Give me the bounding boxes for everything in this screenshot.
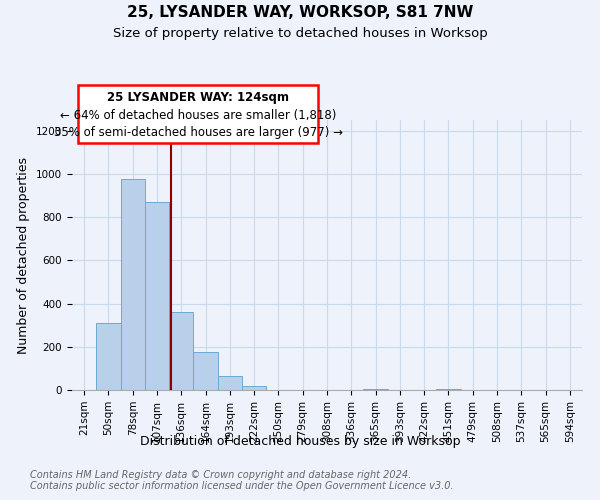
Bar xyxy=(193,352,218,390)
Bar xyxy=(242,386,266,390)
Bar xyxy=(96,323,121,390)
Bar xyxy=(218,376,242,390)
Text: ← 64% of detached houses are smaller (1,818): ← 64% of detached houses are smaller (1,… xyxy=(60,109,336,122)
Text: Size of property relative to detached houses in Worksop: Size of property relative to detached ho… xyxy=(113,28,487,40)
Bar xyxy=(364,389,388,390)
Text: 25, LYSANDER WAY, WORKSOP, S81 7NW: 25, LYSANDER WAY, WORKSOP, S81 7NW xyxy=(127,5,473,20)
Text: Contains public sector information licensed under the Open Government Licence v3: Contains public sector information licen… xyxy=(30,481,454,491)
Bar xyxy=(145,202,169,390)
Y-axis label: Number of detached properties: Number of detached properties xyxy=(17,156,31,354)
Text: Distribution of detached houses by size in Worksop: Distribution of detached houses by size … xyxy=(140,435,460,448)
Bar xyxy=(436,389,461,390)
Text: Contains HM Land Registry data © Crown copyright and database right 2024.: Contains HM Land Registry data © Crown c… xyxy=(30,470,411,480)
Bar xyxy=(121,180,145,390)
Text: 35% of semi-detached houses are larger (977) →: 35% of semi-detached houses are larger (… xyxy=(53,126,343,139)
Text: 25 LYSANDER WAY: 124sqm: 25 LYSANDER WAY: 124sqm xyxy=(107,91,289,104)
Bar xyxy=(169,312,193,390)
